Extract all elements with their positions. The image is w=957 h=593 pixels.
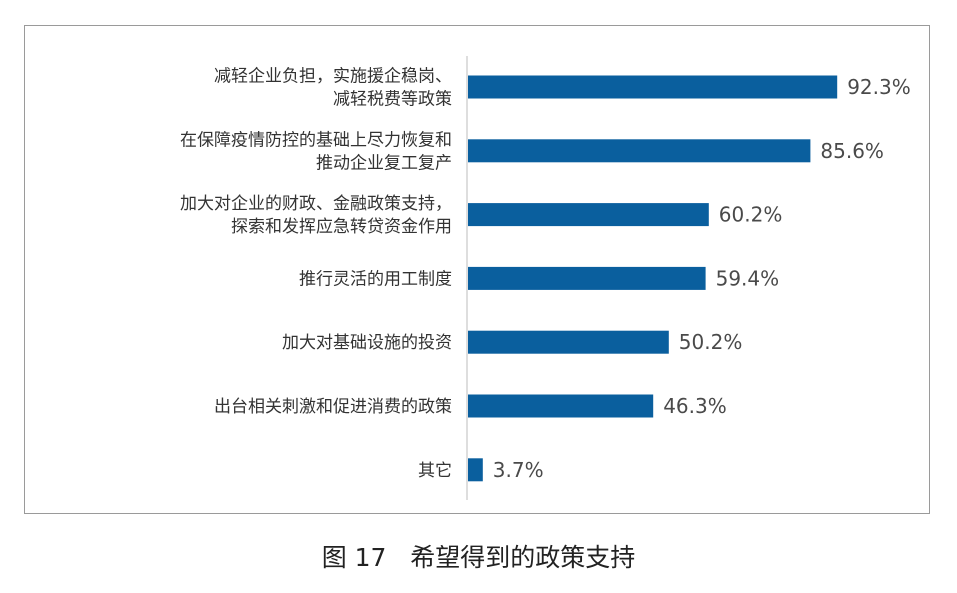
category-label-6-0: 其它	[418, 461, 452, 481]
category-label-0-1: 减轻税费等政策	[333, 90, 452, 110]
bar-0	[468, 75, 838, 99]
category-label-2-1: 探索和发挥应急转贷资金作用	[231, 217, 452, 237]
category-label-2-0: 加大对企业的财政、金融政策支持，	[180, 194, 452, 214]
bar-3	[468, 266, 706, 290]
category-label-1-0: 在保障疫情防控的基础上尽力恢复和	[180, 130, 452, 150]
value-label-5: 46.3%	[663, 394, 727, 418]
category-label-1-1: 推动企业复工复产	[316, 153, 452, 173]
value-label-0: 92.3%	[847, 75, 911, 99]
category-label-3-0: 推行灵活的用工制度	[299, 269, 452, 289]
labels-layer: 92.3% 减轻企业负担，实施援企稳岗、减轻税费等政策 85.6% 在保障疫情防控的基…	[180, 67, 911, 482]
category-label-5-0: 出台相关刺激和促进消费的政策	[214, 397, 452, 417]
bar-1	[468, 139, 811, 163]
value-label-4: 50.2%	[679, 330, 743, 354]
category-label-4-0: 加大对基础设施的投资	[282, 333, 452, 353]
category-label-0-0: 减轻企业负担，实施援企稳岗、	[214, 67, 452, 87]
bar-5	[468, 394, 654, 418]
value-label-1: 85.6%	[820, 139, 884, 163]
value-label-2: 60.2%	[719, 203, 783, 227]
figure-caption: 图 17 希望得到的政策支持	[321, 543, 636, 572]
value-label-3: 59.4%	[716, 266, 780, 290]
bar-6	[468, 458, 483, 482]
bars-layer	[468, 75, 838, 482]
bar-2	[468, 203, 709, 227]
bar-4	[468, 330, 669, 354]
value-label-6: 3.7%	[493, 458, 544, 482]
